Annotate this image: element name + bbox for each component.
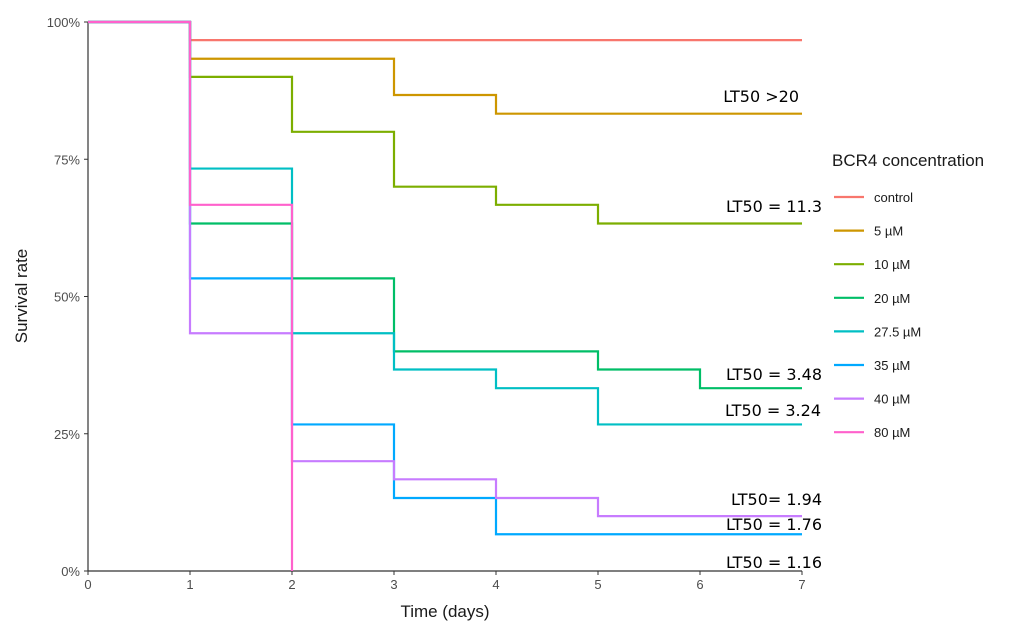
y-tick-label: 75% <box>54 152 80 167</box>
series-line-80-m <box>88 20 294 571</box>
legend-label: 35 µM <box>874 358 910 373</box>
y-axis-title: Survival rate <box>12 249 31 343</box>
y-tick-label: 25% <box>54 427 80 442</box>
x-axis-title: Time (days) <box>400 602 489 621</box>
legend: BCR4 concentration control 5 µM 10 µM 20 µM… <box>832 151 984 440</box>
legend-label: 5 µM <box>874 224 903 239</box>
y-tick-label: 0% <box>61 564 80 579</box>
legend-label: 40 µM <box>874 392 910 407</box>
lt50-label: LT50 = 3.48 <box>726 365 822 384</box>
x-tick-label: 3 <box>390 577 397 592</box>
lt50-label: LT50 = 3.24 <box>725 401 821 420</box>
axes: 0 1 2 3 4 5 6 7 0% 25% 50% 75% 100% <box>47 15 806 592</box>
legend-label: 27.5 µM <box>874 324 921 339</box>
series-lines <box>88 20 802 571</box>
legend-title: BCR4 concentration <box>832 151 984 170</box>
series-line-35-m <box>88 20 802 536</box>
series-line-40-m <box>88 20 802 518</box>
lt50-label: LT50 >20 <box>723 87 799 106</box>
y-tick-label: 100% <box>47 15 81 30</box>
series-line-10-m <box>88 20 802 225</box>
lt50-label: LT50 = 1.16 <box>726 553 822 572</box>
legend-label: control <box>874 190 913 205</box>
x-tick-label: 2 <box>288 577 295 592</box>
series-line-5-m <box>88 20 802 115</box>
x-tick-label: 1 <box>186 577 193 592</box>
x-tick-label: 7 <box>798 577 805 592</box>
legend-label: 20 µM <box>874 291 910 306</box>
lt50-annotations: LT50 >20 LT50 = 11.3 LT50 = 3.48 LT50 = 3.2… <box>723 87 822 572</box>
legend-label: 10 µM <box>874 257 910 272</box>
x-tick-label: 4 <box>492 577 499 592</box>
x-tick-label: 5 <box>594 577 601 592</box>
x-tick-label: 0 <box>84 577 91 592</box>
lt50-label: LT50 = 11.3 <box>726 197 822 216</box>
series-line-control <box>88 20 802 42</box>
legend-label: 80 µM <box>874 425 910 440</box>
lt50-label: LT50= 1.94 <box>731 490 822 509</box>
lt50-label: LT50 = 1.76 <box>726 515 822 534</box>
x-tick-label: 6 <box>696 577 703 592</box>
y-tick-label: 50% <box>54 290 80 305</box>
